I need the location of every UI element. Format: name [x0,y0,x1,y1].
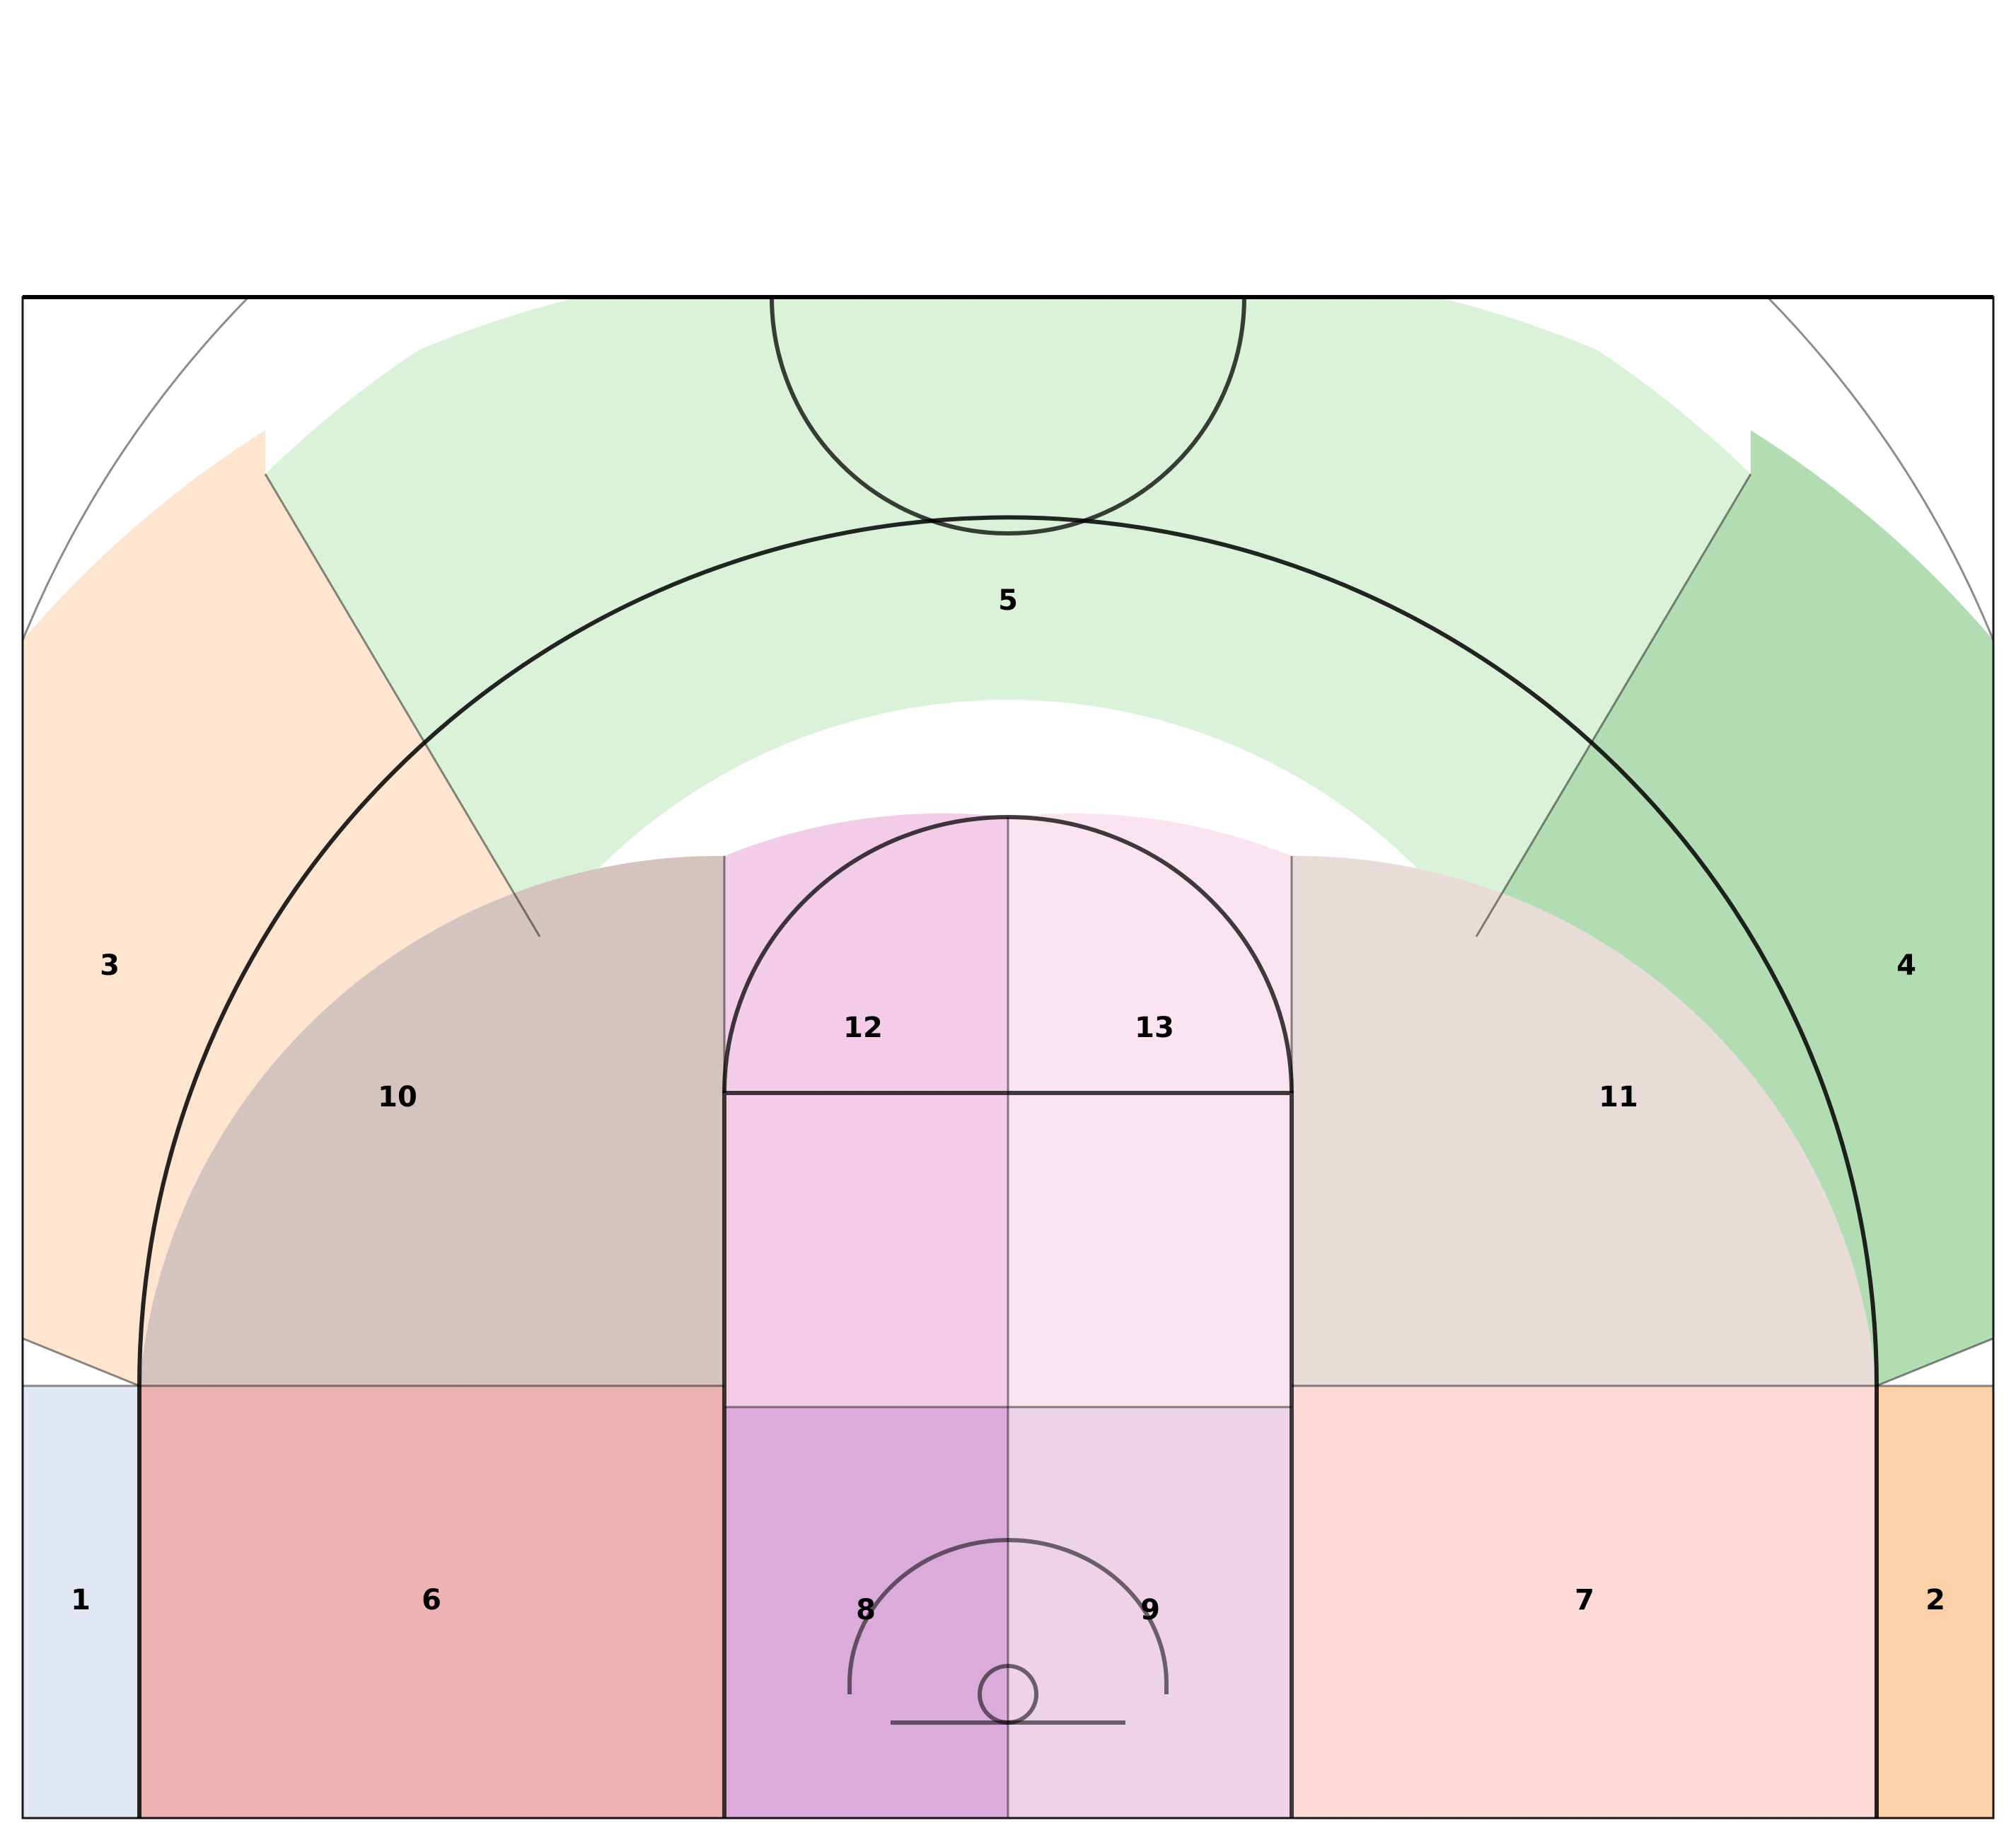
divider-zone4-baseline [1876,1337,1993,1387]
divider-zone3-zone5 [264,473,541,937]
zone-4-region [1476,297,1993,1386]
zone-dividers [23,297,1993,1818]
zone-label-3: 3 [100,949,120,982]
zone-10-region [139,855,724,1386]
zone-5-region [265,297,1751,937]
zone-label-5: 5 [998,584,1018,617]
zone-1-region [23,1386,139,1818]
zone-label-1: 1 [71,1584,91,1616]
zone-label-12: 12 [843,1012,883,1044]
restricted-area-arc [847,1538,1169,1694]
zone-label-2: 2 [1925,1584,1945,1616]
zone-label-9: 9 [1140,1594,1160,1626]
zone-label-10: 10 [378,1081,417,1113]
outside-arc-right [1008,297,1993,640]
zone-3-region [23,297,540,1386]
divider-zone3-baseline [23,1337,140,1387]
paint-lane [722,1091,1294,1818]
hoop [978,1664,1038,1725]
zone-12-region [724,813,1008,1407]
zone-label-7: 7 [1575,1584,1594,1616]
zone-6-region [139,1386,724,1818]
outside-arc-left [23,297,1008,640]
zone-label-4: 4 [1896,949,1916,982]
center-circle [770,296,1246,536]
outer-arc-boundary [23,297,1993,641]
zone-labels: 1 2 3 4 5 6 7 8 9 10 11 12 13 [71,584,1945,1626]
zone-label-6: 6 [422,1584,441,1616]
zone-fills [23,297,1993,1818]
zone-13-region [1008,813,1292,1407]
divider-zone4-zone5 [1475,473,1752,937]
zone-8-region [724,1407,1008,1818]
zone-label-13: 13 [1135,1012,1174,1044]
zone-label-8: 8 [856,1594,876,1626]
court-markings [21,295,1995,1819]
zone-9-region [1008,1407,1292,1818]
three-point-line [137,515,1879,1818]
zone-11-region [1292,855,1877,1386]
zone-label-11: 11 [1599,1081,1638,1113]
zone-2-region [1877,1386,1993,1818]
zone-7-region [1292,1386,1877,1818]
free-throw-circle [722,815,1294,1094]
